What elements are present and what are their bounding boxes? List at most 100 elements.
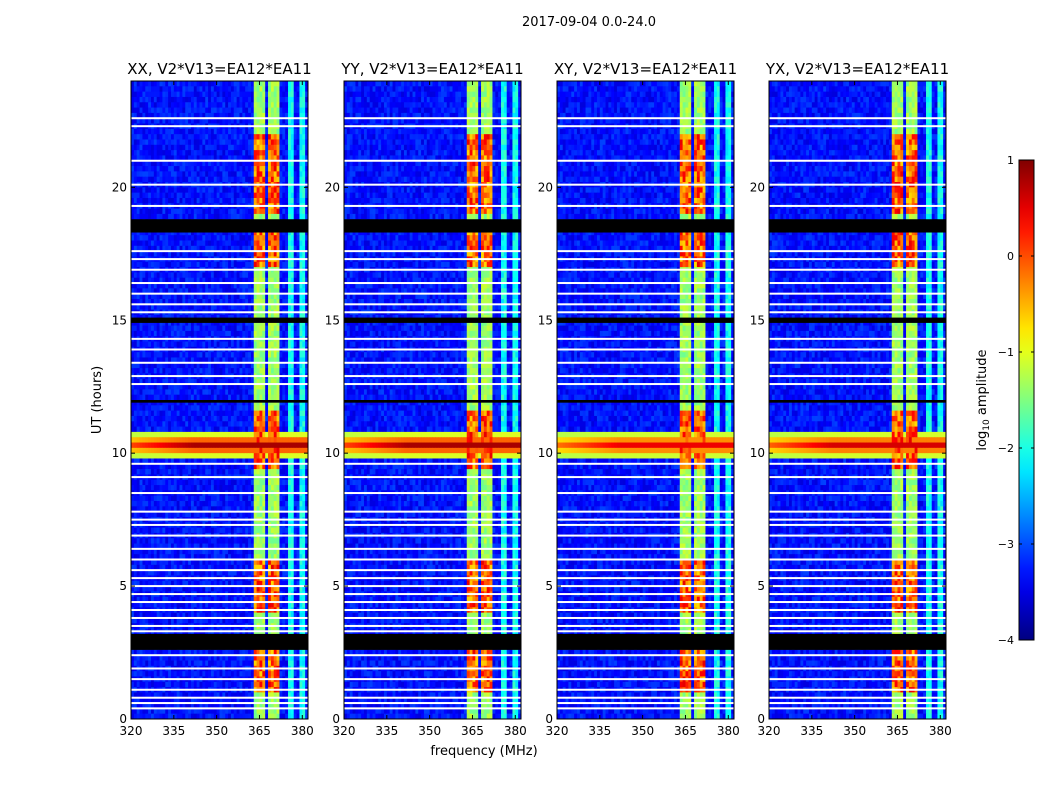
heatmap-cell: [157, 177, 160, 183]
heatmap-cell: [222, 145, 225, 151]
heatmap-cell: [220, 198, 223, 204]
heatmap-cell: [279, 108, 282, 114]
heatmap-cell: [299, 145, 302, 151]
heatmap-cell: [248, 81, 251, 87]
heatmap-cell: [145, 97, 148, 103]
heatmap-cell: [259, 193, 262, 199]
heatmap-cell: [279, 193, 282, 199]
heatmap-cell: [274, 187, 277, 193]
heatmap-cell: [225, 187, 228, 193]
heatmap-cell: [262, 134, 265, 140]
heatmap-cell: [291, 92, 294, 98]
heatmap-cell: [254, 171, 257, 177]
heatmap-cell: [197, 166, 200, 172]
heatmap-cell: [200, 171, 203, 177]
heatmap-cell: [248, 92, 251, 98]
heatmap-cell: [137, 145, 140, 151]
heatmap-cell: [251, 150, 254, 156]
heatmap-cell: [197, 108, 200, 114]
heatmap-cell: [214, 166, 217, 172]
heatmap-cell: [234, 97, 237, 103]
heatmap-cell: [168, 193, 171, 199]
heatmap-cell: [242, 129, 245, 135]
heatmap-cell: [228, 145, 231, 151]
heatmap-cell: [208, 150, 211, 156]
heatmap-cell: [231, 145, 234, 151]
heatmap-cell: [302, 102, 305, 108]
heatmap-cell: [274, 97, 277, 103]
heatmap-cell: [165, 108, 168, 114]
heatmap-cell: [137, 193, 140, 199]
heatmap-cell: [282, 92, 285, 98]
heatmap-cell: [277, 187, 280, 193]
heatmap-cell: [268, 97, 271, 103]
heatmap-cell: [297, 177, 300, 183]
heatmap-cell: [257, 177, 260, 183]
heatmap-cell: [217, 187, 220, 193]
heatmap-cell: [177, 187, 180, 193]
heatmap-cell: [225, 134, 228, 140]
heatmap-cell: [188, 102, 191, 108]
heatmap-cell: [279, 145, 282, 151]
heatmap-cell: [231, 166, 234, 172]
heatmap-cell: [297, 108, 300, 114]
heatmap-cell: [151, 134, 154, 140]
heatmap-cell: [242, 150, 245, 156]
heatmap-cell: [191, 198, 194, 204]
heatmap-cell: [177, 129, 180, 135]
heatmap-cell: [140, 102, 143, 108]
heatmap-cell: [299, 177, 302, 183]
heatmap-cell: [268, 171, 271, 177]
heatmap-cell: [168, 139, 171, 145]
heatmap-cell: [202, 108, 205, 114]
heatmap-cell: [259, 166, 262, 172]
heatmap-cell: [154, 97, 157, 103]
heatmap-cell: [242, 187, 245, 193]
heatmap-cell: [245, 81, 248, 87]
heatmap-cell: [268, 139, 271, 145]
heatmap-cell: [157, 108, 160, 114]
heatmap-cell: [134, 97, 137, 103]
heatmap-cell: [177, 171, 180, 177]
heatmap-cell: [197, 198, 200, 204]
heatmap-cell: [297, 129, 300, 135]
heatmap-cell: [145, 81, 148, 87]
heatmap-cell: [200, 145, 203, 151]
heatmap-cell: [279, 166, 282, 172]
heatmap-cell: [251, 166, 254, 172]
heatmap-cell: [137, 134, 140, 140]
heatmap-cell: [251, 139, 254, 145]
heatmap-cell: [151, 177, 154, 183]
heatmap-cell: [245, 108, 248, 114]
heatmap-cell: [231, 177, 234, 183]
heatmap-cell: [162, 134, 165, 140]
heatmap-cell: [259, 139, 262, 145]
heatmap-cell: [282, 193, 285, 199]
heatmap-cell: [285, 129, 288, 135]
heatmap-cell: [165, 102, 168, 108]
heatmap-cell: [251, 97, 254, 103]
heatmap-cell: [162, 81, 165, 87]
heatmap-cell: [134, 134, 137, 140]
heatmap-cell: [245, 187, 248, 193]
heatmap-cell: [140, 97, 143, 103]
heatmap-cell: [157, 150, 160, 156]
heatmap-cell: [222, 209, 225, 215]
heatmap-cell: [265, 150, 268, 156]
heatmap-cell: [151, 198, 154, 204]
heatmap-cell: [302, 198, 305, 204]
heatmap-cell: [151, 171, 154, 177]
heatmap-cell: [194, 134, 197, 140]
heatmap-cell: [245, 177, 248, 183]
heatmap-cell: [294, 177, 297, 183]
heatmap-cell: [285, 139, 288, 145]
heatmap-cell: [140, 86, 143, 92]
heatmap-cell: [271, 92, 274, 98]
heatmap-cell: [137, 209, 140, 215]
heatmap-cell: [171, 171, 174, 177]
heatmap-cell: [282, 108, 285, 114]
heatmap-cell: [225, 108, 228, 114]
heatmap-cell: [279, 187, 282, 193]
heatmap-cell: [200, 108, 203, 114]
heatmap-cell: [197, 209, 200, 215]
